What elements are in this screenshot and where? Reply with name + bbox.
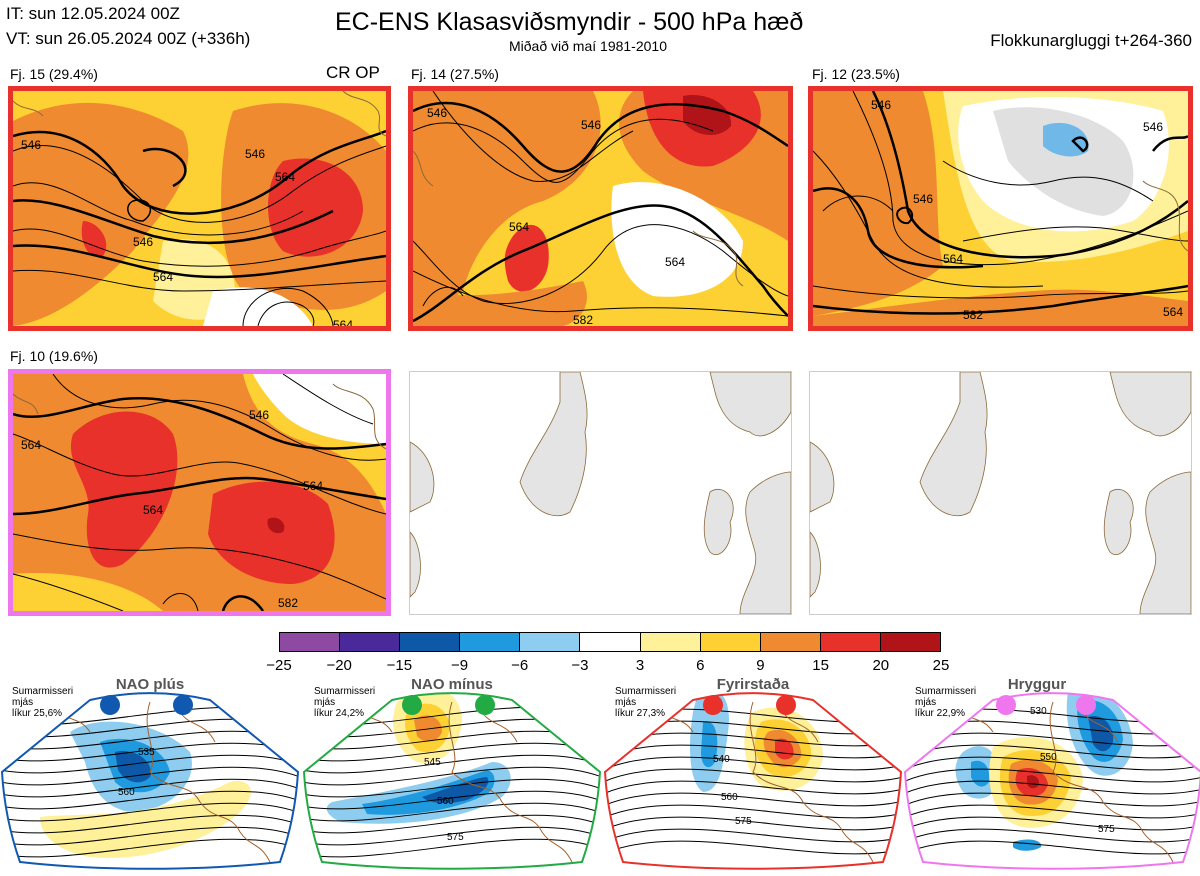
colorbar-tick-label: −9 xyxy=(450,657,469,674)
regime-map-4: 530 550 575 Hryggur Sumarmisseri mjás líkur … xyxy=(903,672,1200,871)
colorbar-tick-label: 9 xyxy=(756,657,765,674)
colorbar-segment xyxy=(580,633,641,651)
contour-label: 564 xyxy=(143,503,163,517)
contour-label: 546 xyxy=(245,147,265,161)
regime-map-2: 545 560 575 NAO mínus Sumarmisseri mjás líku… xyxy=(302,672,602,871)
colorbar-tick-label: −3 xyxy=(571,657,589,674)
panel-4-label: Fj. 10 (19.6%) xyxy=(10,348,98,364)
colorbar-segment xyxy=(400,633,461,651)
colorbar-tick-label: 20 xyxy=(872,657,890,674)
colorbar-segment xyxy=(460,633,521,651)
regime-contour-label: 540 xyxy=(713,754,730,765)
initial-time: IT: sun 12.05.2024 00Z xyxy=(6,4,180,23)
regime-marker-dot xyxy=(703,695,723,715)
regime-contour-label: 575 xyxy=(1098,824,1115,835)
colorbar-segment xyxy=(340,633,401,651)
contour-label: 564 xyxy=(1163,305,1183,319)
regime-name: Hryggur xyxy=(1007,676,1067,693)
colorbar-tick-label: −6 xyxy=(511,657,529,674)
classification-window: Flokkunargluggi t+264-360 xyxy=(990,31,1192,50)
panel-3-label: Fj. 12 (23.5%) xyxy=(812,66,900,82)
colorbar-segment xyxy=(520,633,581,651)
valid-time: VT: sun 26.05.2024 00Z (+336h) xyxy=(6,29,251,48)
contour-label: 564 xyxy=(665,255,685,269)
regime-contour-label: 535 xyxy=(138,747,155,758)
regime-name: NAO plús xyxy=(115,676,185,693)
contour-label: 564 xyxy=(21,438,41,452)
regime-name: Fyrirstaða xyxy=(716,676,790,693)
colorbar-segment xyxy=(280,633,341,651)
regime-marker-dot xyxy=(173,695,193,715)
regime-marker-dot xyxy=(402,695,422,715)
colorbar-segment xyxy=(880,633,941,651)
contour-label: 564 xyxy=(333,318,353,326)
empty-map-panel-6 xyxy=(809,371,1192,615)
colorbar-tick-label: 25 xyxy=(932,657,950,674)
colorbar-tick-label: −15 xyxy=(386,657,413,674)
contour-label: 582 xyxy=(963,308,983,322)
contour-label: 546 xyxy=(1143,120,1163,134)
contour-label: 564 xyxy=(275,170,295,184)
contour-label: 546 xyxy=(581,118,601,132)
regime-contour-label: 560 xyxy=(118,787,135,798)
contour-label: 546 xyxy=(249,408,269,422)
regime-contour-label: 530 xyxy=(1030,706,1047,717)
cluster-panel-4: 546 564 564 564 582 xyxy=(8,369,391,616)
contour-label: 564 xyxy=(153,270,173,284)
colorbar-segment xyxy=(820,633,881,651)
contour-label: 582 xyxy=(278,596,298,610)
regime-contour-label: 545 xyxy=(424,757,441,768)
panel-1-extra-label: CR OP xyxy=(326,63,380,82)
contour-label: 546 xyxy=(21,138,41,152)
regime-info-text: Sumarmisseri mjás líkur 25,6% xyxy=(12,686,74,719)
panel-1-label: Fj. 15 (29.4%) xyxy=(10,66,98,82)
colorbar xyxy=(279,632,941,652)
regime-contour-label: 575 xyxy=(447,832,464,843)
regime-contour-label: 560 xyxy=(721,792,738,803)
contour-label: 564 xyxy=(943,252,963,266)
cluster-panel-2: 546 546 564 564 582 xyxy=(408,86,793,331)
regime-info-text: Sumarmisseri mjás líkur 22,9% xyxy=(915,686,977,719)
regime-info-text: Sumarmisseri mjás líkur 27,3% xyxy=(615,686,677,719)
empty-map-panel-5 xyxy=(409,371,792,615)
colorbar-segment xyxy=(760,633,821,651)
regime-marker-dot xyxy=(776,695,796,715)
cluster-panel-3: 546 546 564 582 546 564 xyxy=(808,86,1193,331)
regime-marker-dot xyxy=(100,695,120,715)
regime-name: NAO mínus xyxy=(411,676,493,693)
contour-label: 564 xyxy=(509,220,529,234)
colorbar-tick-label: 15 xyxy=(812,657,829,674)
page-title: EC-ENS Klasasviðsmyndir - 500 hPa hæð xyxy=(335,8,804,36)
regime-contour-label: 575 xyxy=(735,816,752,827)
page-subtitle: Miðað við maí 1981-2010 xyxy=(509,38,667,54)
panel-2-label: Fj. 14 (27.5%) xyxy=(411,66,499,82)
regime-map-1: 535 560 NAO plús Sumarmisseri mjás líkur 25… xyxy=(0,672,300,871)
contour-label: 546 xyxy=(133,235,153,249)
regime-map-3: 540 560 575 Fyrirstaða Sumarmisseri mjás lík… xyxy=(603,672,903,871)
colorbar-tick-label: −20 xyxy=(326,657,352,674)
colorbar-tick-label: 6 xyxy=(696,657,705,674)
cluster-panel-1: 546 564 546 564 564 546 xyxy=(8,86,391,331)
regime-contour-label: 550 xyxy=(1040,752,1057,763)
contour-label: 546 xyxy=(913,192,933,206)
contour-label: 546 xyxy=(427,106,447,120)
regime-marker-dot xyxy=(996,695,1016,715)
contour-label: 582 xyxy=(573,313,593,326)
regime-contour-label: 560 xyxy=(437,796,454,807)
colorbar-segment xyxy=(640,633,701,651)
colorbar-tick-label: 3 xyxy=(635,657,645,674)
colorbar-tick-label: −25 xyxy=(266,657,292,674)
regime-info-text: Sumarmisseri mjás líkur 24,2% xyxy=(314,686,376,719)
contour-label: 546 xyxy=(871,98,891,112)
regime-marker-dot xyxy=(1076,695,1096,715)
contour-label: 564 xyxy=(303,479,323,493)
colorbar-segment xyxy=(700,633,761,651)
regime-marker-dot xyxy=(475,695,495,715)
